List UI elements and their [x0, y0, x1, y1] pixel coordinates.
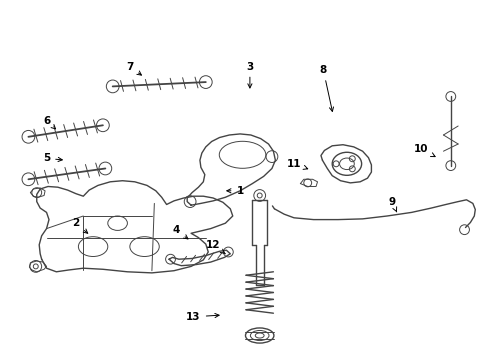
Text: 12: 12 — [206, 240, 225, 254]
Text: 7: 7 — [126, 62, 142, 75]
Text: 3: 3 — [246, 62, 253, 88]
Text: 2: 2 — [73, 218, 88, 233]
Text: 11: 11 — [287, 159, 308, 169]
Text: 5: 5 — [43, 153, 62, 163]
Text: 4: 4 — [172, 225, 188, 239]
Text: 9: 9 — [389, 197, 397, 212]
Text: 10: 10 — [414, 144, 435, 157]
Text: 8: 8 — [320, 65, 334, 112]
Text: 1: 1 — [227, 186, 244, 196]
Text: 13: 13 — [186, 312, 219, 322]
Text: 6: 6 — [43, 116, 55, 129]
